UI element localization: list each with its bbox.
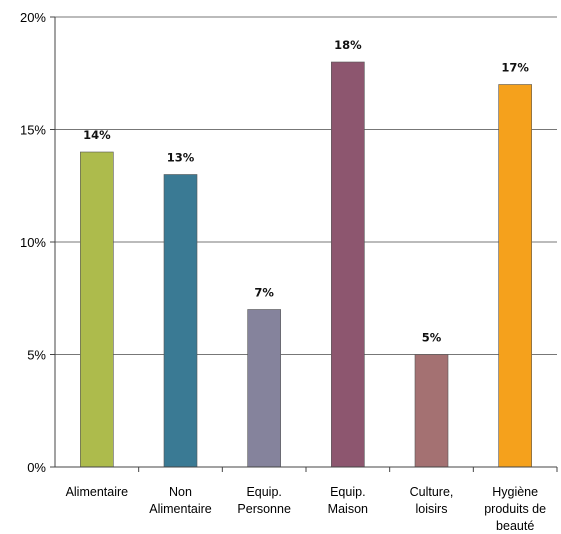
y-tick-label: 0%: [27, 460, 46, 475]
data-label: 14%: [83, 128, 111, 142]
bar: [163, 174, 198, 468]
axes: [54, 17, 558, 472]
bars: [80, 61, 532, 468]
bar: [80, 151, 114, 468]
y-tick-label: 5%: [27, 348, 46, 363]
bar: [414, 354, 449, 468]
data-label: 18%: [334, 38, 362, 52]
y-tick-label: 15%: [20, 123, 46, 138]
category-label: Maison: [328, 502, 368, 516]
y-tick-label: 20%: [20, 10, 46, 25]
data-label: 7%: [254, 286, 274, 300]
category-label: Alimentaire: [149, 502, 212, 516]
category-label: Personne: [237, 502, 291, 516]
data-label: 13%: [167, 151, 195, 165]
y-tick-label: 10%: [20, 235, 46, 250]
y-axis-ticks: 0% 5% 10% 15% 20%: [20, 10, 55, 475]
bar: [247, 309, 281, 468]
category-label: loisirs: [416, 502, 448, 516]
data-label: 17%: [501, 61, 529, 75]
category-label: Hygiène: [492, 485, 538, 499]
gridlines: [55, 16, 557, 355]
category-label: beauté: [496, 519, 534, 533]
category-label: Alimentaire: [66, 485, 129, 499]
bar: [331, 61, 365, 468]
data-label: 5%: [422, 331, 442, 345]
category-label: Non: [169, 485, 192, 499]
category-label: Equip.: [330, 485, 365, 499]
category-label: produits de: [484, 502, 546, 516]
bar: [498, 84, 532, 468]
category-label: Equip.: [246, 485, 281, 499]
data-labels: 14% 13% 7% 18% 5% 17%: [83, 38, 529, 345]
category-label: Culture,: [410, 485, 454, 499]
x-axis-categories: Alimentaire Non Alimentaire Equip. Personne E…: [66, 485, 547, 533]
